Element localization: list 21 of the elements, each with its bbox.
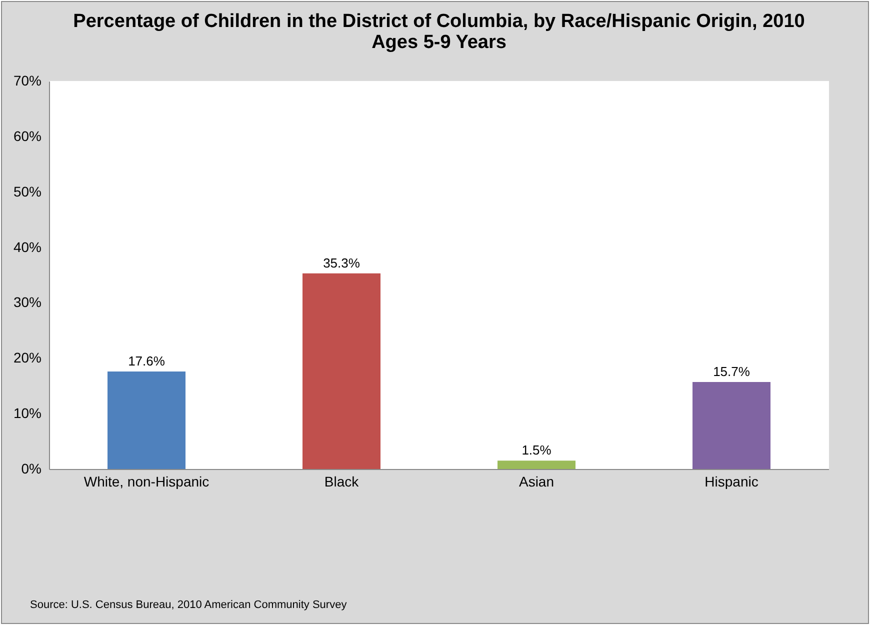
bar — [302, 273, 380, 469]
data-label: 15.7% — [713, 364, 750, 379]
chart-subtitle: Ages 5-9 Years — [372, 32, 506, 53]
y-tick-label: 20% — [13, 350, 42, 366]
data-label: 17.6% — [128, 353, 166, 368]
x-tick-label: Black — [324, 474, 360, 490]
y-tick-label: 70% — [13, 72, 42, 88]
x-tick-label: Asian — [518, 474, 554, 490]
data-label: 1.5% — [522, 442, 552, 458]
y-tick-label: 60% — [13, 128, 42, 144]
y-tick-label: 0% — [21, 460, 42, 476]
data-label: 35.3% — [323, 255, 360, 270]
chart-title: Percentage of Children in the District of Columbia, by Race/Hispanic Origin, 2010 — [73, 11, 805, 32]
y-tick-label: 30% — [13, 294, 42, 310]
y-tick-label: 10% — [13, 405, 42, 422]
source-note: Source: U.S. Census Bureau, 2010 American Community Survey — [30, 599, 347, 611]
bar — [498, 460, 576, 469]
bar — [108, 371, 186, 469]
y-tick-label: 40% — [13, 238, 42, 255]
y-tick-label: 50% — [13, 183, 42, 200]
bar — [692, 382, 770, 469]
